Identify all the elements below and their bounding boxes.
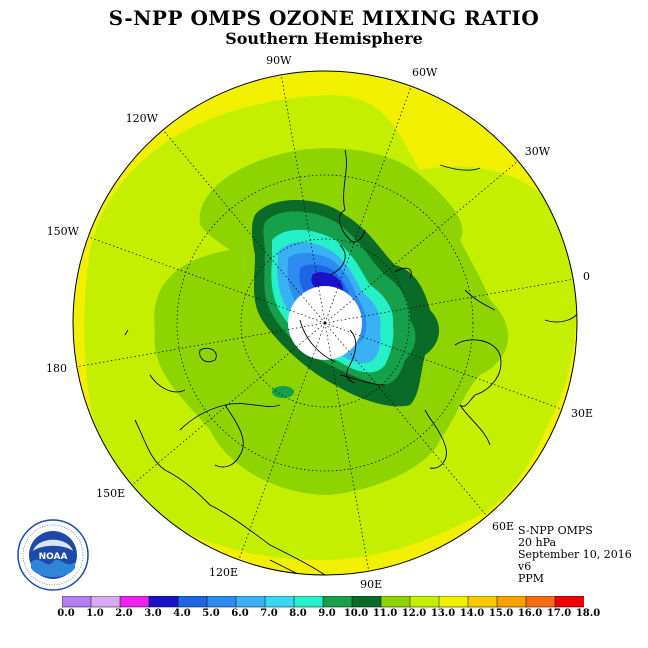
colorbar-tick-label: 16.0 bbox=[517, 608, 543, 619]
colorbar-swatch bbox=[380, 596, 411, 608]
longitude-labels: 90W 60W 30W 0 30E 60E 90E 120E 150E 180 150W 120W bbox=[46, 54, 593, 591]
colorbar-tick-label: 8.0 bbox=[289, 608, 307, 619]
colorbar-swatch bbox=[177, 596, 208, 608]
longitude-label: 150E bbox=[96, 487, 125, 500]
longitude-label: 120E bbox=[209, 566, 238, 579]
colorbar-swatch bbox=[148, 596, 179, 608]
colorbar-swatch bbox=[264, 596, 295, 608]
longitude-label: 150W bbox=[47, 225, 80, 238]
colorbar-tick-label: 4.0 bbox=[173, 608, 191, 619]
instrument-label: S-NPP OMPS bbox=[518, 524, 593, 537]
longitude-label: 120W bbox=[126, 112, 159, 125]
colorbar-swatch bbox=[467, 596, 498, 608]
longitude-label: 30E bbox=[571, 407, 593, 420]
colorbar-tick-label: 7.0 bbox=[260, 608, 278, 619]
ozone-blob bbox=[272, 386, 294, 398]
longitude-label: 90W bbox=[266, 54, 292, 67]
colorbar-swatch bbox=[554, 596, 584, 608]
colorbar-swatch bbox=[90, 596, 121, 608]
colorbar-swatch bbox=[322, 596, 353, 608]
longitude-label: 60E bbox=[492, 520, 514, 533]
colorbar-tick-label: 6.0 bbox=[231, 608, 249, 619]
page-title: S-NPP OMPS OZONE MIXING RATIO bbox=[108, 6, 540, 30]
map-boundary bbox=[72, 70, 578, 576]
units-label: PPM bbox=[518, 572, 545, 585]
longitude-label: 30W bbox=[525, 145, 551, 158]
pressure-level-label: 20 hPa bbox=[518, 536, 557, 549]
longitude-label: 0 bbox=[583, 270, 590, 283]
colorbar-tick-label: 3.0 bbox=[144, 608, 162, 619]
colorbar-tick-label: 12.0 bbox=[401, 608, 427, 619]
noaa-logo-text: NOAA bbox=[39, 552, 68, 562]
colorbar-tick-label: 5.0 bbox=[202, 608, 220, 619]
colorbar-swatch bbox=[119, 596, 150, 608]
page-subtitle: Southern Hemisphere bbox=[225, 29, 423, 48]
product-info: S-NPP OMPS 20 hPa September 10, 2016 v6 … bbox=[518, 525, 632, 585]
noaa-logo: NOAA bbox=[17, 519, 89, 591]
colorbar bbox=[62, 596, 584, 608]
colorbar-swatch bbox=[62, 596, 92, 608]
colorbar-tick-label: 9.0 bbox=[318, 608, 336, 619]
longitude-label: 180 bbox=[46, 362, 67, 375]
date-label: September 10, 2016 bbox=[518, 548, 632, 561]
colorbar-swatch bbox=[293, 596, 324, 608]
coastlines bbox=[124, 149, 577, 575]
latitude-grid bbox=[176, 174, 474, 472]
version-label: v6 bbox=[518, 560, 532, 573]
colorbar-tick-label: 1.0 bbox=[86, 608, 104, 619]
colorbar-tick-label: 13.0 bbox=[430, 608, 456, 619]
colorbar-tick-label: 10.0 bbox=[343, 608, 369, 619]
colorbar-swatch bbox=[206, 596, 237, 608]
longitude-label: 90E bbox=[360, 578, 382, 591]
south-pole-marker bbox=[323, 321, 327, 325]
colorbar-tick-label: 14.0 bbox=[459, 608, 485, 619]
colorbar-tick-label: 18.0 bbox=[575, 608, 601, 619]
colorbar-tick-label: 17.0 bbox=[546, 608, 572, 619]
longitude-label: 60W bbox=[412, 66, 438, 79]
colorbar-swatch bbox=[496, 596, 527, 608]
colorbar-swatch bbox=[525, 596, 556, 608]
colorbar-labels: 0.0 1.0 2.0 3.0 4.0 5.0 6.0 7.0 8.0 9.0 10.0 11.0 12… bbox=[0, 608, 648, 624]
colorbar-tick-label: 11.0 bbox=[372, 608, 398, 619]
colorbar-tick-label: 2.0 bbox=[115, 608, 133, 619]
colorbar-swatch bbox=[235, 596, 266, 608]
colorbar-tick-label: 15.0 bbox=[488, 608, 514, 619]
colorbar-tick-label: 0.0 bbox=[57, 608, 75, 619]
colorbar-swatch bbox=[438, 596, 469, 608]
colorbar-swatch bbox=[351, 596, 382, 608]
colorbar-swatch bbox=[409, 596, 440, 608]
